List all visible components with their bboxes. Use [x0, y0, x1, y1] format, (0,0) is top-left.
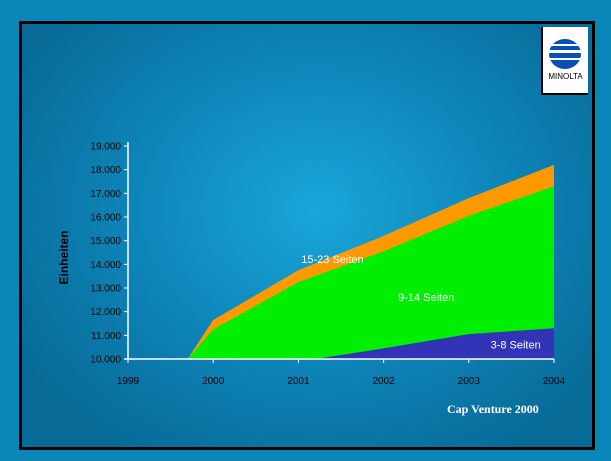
y-tick-label: 18.000	[90, 165, 121, 176]
y-axis-label: Einheiten	[57, 230, 71, 284]
chart-axes	[124, 142, 555, 363]
area-chart: 10.000 11.000 12.000 13.000 14.000 15.000 16.0…	[57, 142, 566, 388]
y-tick-labels: 10.000 11.000 12.000 13.000 14.000 15.000 16.0…	[90, 142, 121, 366]
x-tick-labels: 1999 2000 2001 2002 2003 2004	[117, 376, 566, 387]
y-tick-label: 15.000	[90, 236, 121, 247]
series-label-15-23-seiten: 15-23 Seiten	[301, 254, 363, 266]
minolta-logo: MINOLTA	[541, 27, 588, 95]
area-3-8-seiten	[315, 328, 554, 359]
logo-text: MINOLTA	[548, 72, 583, 81]
x-tick-label: 2000	[202, 376, 225, 387]
y-tick-label: 14.000	[90, 260, 121, 271]
source-caption: Cap Venture 2000	[447, 402, 539, 416]
series-label-9-14-seiten: 9-14 Seiten	[398, 292, 454, 304]
y-tick-label: 12.000	[90, 307, 121, 318]
y-tick-label: 19.000	[90, 142, 121, 153]
series-labels: 3-8 Seiten 9-14 Seiten 15-23 Seiten	[301, 254, 540, 351]
minolta-globe-icon	[547, 39, 583, 69]
x-tick-label: 2002	[372, 376, 395, 387]
chart-frame: MINOLTA 10.000 11.000 12.000 13.000 14.000 15…	[19, 21, 595, 450]
y-tick-label: 13.000	[90, 284, 121, 295]
area-9-14-seiten	[187, 186, 554, 359]
x-tick-label: 2003	[458, 376, 481, 387]
y-tick-label: 17.000	[90, 189, 121, 200]
chart-areas	[187, 164, 554, 359]
y-tick-label: 11.000	[91, 331, 121, 342]
y-tick-label: 10.000	[90, 355, 121, 366]
y-tick-label: 16.000	[90, 213, 121, 224]
x-tick-label: 2001	[287, 376, 310, 387]
x-tick-label: 1999	[117, 376, 140, 387]
x-tick-label: 2004	[543, 376, 566, 387]
series-label-3-8-seiten: 3-8 Seiten	[491, 339, 541, 351]
